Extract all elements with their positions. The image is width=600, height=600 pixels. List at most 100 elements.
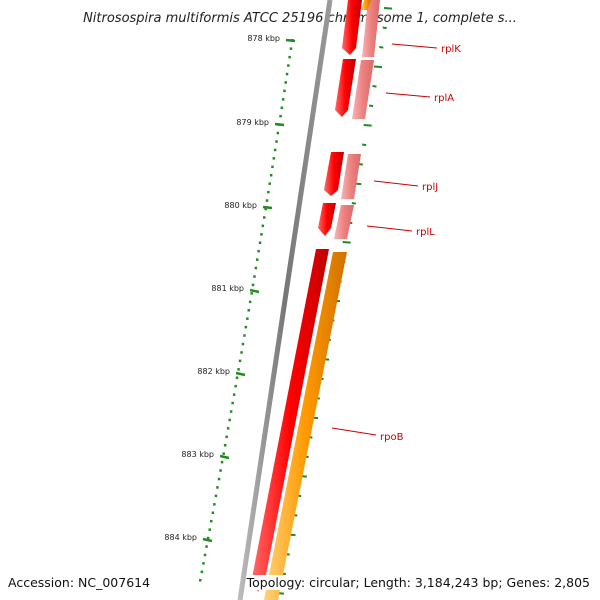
- ruler-minor-tick: [220, 460, 224, 464]
- ruler-label: 881 kbp: [211, 284, 244, 293]
- outer-tick: [373, 65, 382, 69]
- gene-label-rpoB: rpoB: [380, 432, 404, 443]
- ruler: 878 kbp 879 kbp 880 kbp 881 kbp 882 kbp …: [164, 34, 296, 543]
- ruler-minor-tick: [210, 519, 213, 523]
- ruler-minor-tick: [199, 579, 202, 582]
- ruler-minor-tick: [237, 368, 240, 371]
- outer-tick: [379, 46, 384, 49]
- gene-block: [341, 154, 361, 199]
- outer-tick: [351, 202, 356, 205]
- ruler-minor-tick: [258, 241, 262, 244]
- label-leader: [373, 180, 419, 187]
- ruler-minor-tick: [250, 292, 253, 295]
- gene-arrow: [318, 203, 336, 236]
- ruler-minor-tick: [287, 64, 290, 67]
- ruler-minor-tick: [247, 309, 250, 312]
- outer-tick: [362, 143, 367, 147]
- topology-summary: Topology: circular; Length: 3,184,243 bp…: [246, 575, 590, 590]
- outer-tick: [372, 85, 377, 88]
- ruler-minor-tick: [206, 536, 210, 540]
- ruler-minor-tick: [222, 452, 225, 455]
- gene-block: [334, 205, 354, 239]
- ruler-minor-tick: [200, 570, 204, 574]
- ruler-major-tick: [219, 454, 230, 460]
- accession-text: Accession: NC_007614: [8, 575, 151, 590]
- ruler-minor-tick: [271, 165, 274, 169]
- outer-tick: [383, 7, 393, 10]
- gene-rpoB[interactable]: [252, 249, 347, 600]
- gene-label-rplK: rplK: [441, 44, 461, 55]
- ruler-minor-tick: [229, 410, 233, 413]
- ruler-label: 882 kbp: [197, 367, 230, 376]
- ruler-minor-tick: [265, 199, 269, 202]
- gene-block: [264, 252, 347, 600]
- ruler-major-tick: [285, 38, 296, 43]
- ruler-minor-tick: [267, 190, 270, 194]
- ruler-minor-tick: [208, 528, 211, 531]
- ruler-minor-tick: [275, 140, 278, 143]
- gene-block: [362, 0, 380, 57]
- gene-block: [361, 0, 371, 10]
- ruler-minor-tick: [273, 148, 277, 152]
- ruler-minor-tick: [217, 477, 221, 481]
- label-leader: [391, 43, 438, 49]
- outer-tick: [358, 163, 363, 166]
- ruler-minor-tick: [289, 47, 293, 50]
- ruler-label: 880 kbp: [224, 201, 257, 210]
- gene-arrow: [324, 152, 344, 196]
- ruler-minor-tick: [253, 275, 256, 278]
- genome-backbone: [237, 0, 333, 600]
- ruler-minor-tick: [203, 553, 207, 557]
- ruler-minor-tick: [280, 106, 284, 109]
- outer-tick: [368, 104, 374, 108]
- map-title: Nitrosospira multiformis ATCC 25196 chro…: [83, 11, 517, 26]
- ruler-minor-tick: [257, 249, 260, 253]
- ruler-label: 884 kbp: [164, 533, 197, 542]
- label-leader: [331, 427, 377, 436]
- ruler-minor-tick: [279, 114, 282, 118]
- gene-rplA[interactable]: [335, 59, 374, 119]
- ruler-minor-tick: [288, 55, 291, 59]
- gene-label-rplA: rplA: [434, 93, 454, 104]
- outer-tick: [342, 241, 351, 244]
- ruler-minor-tick: [216, 486, 219, 489]
- ruler-minor-tick: [283, 89, 286, 93]
- ruler-minor-tick: [211, 511, 215, 514]
- ruler-minor-tick: [263, 216, 266, 219]
- ruler-minor-tick: [269, 174, 273, 177]
- ruler-minor-tick: [240, 351, 243, 354]
- gene-labels: rplK rplA rplJ rplL rpoB: [331, 43, 461, 443]
- ruler-label: 878 kbp: [247, 34, 280, 43]
- ruler-dots: [199, 39, 294, 582]
- ruler-minor-tick: [231, 401, 234, 405]
- ruler-major-tick: [262, 205, 273, 210]
- ruler-minor-tick: [213, 503, 216, 506]
- ruler-minor-tick: [243, 334, 246, 337]
- gene-rplJ[interactable]: [324, 152, 361, 199]
- ruler-major-tick: [235, 371, 246, 377]
- gene-rplK[interactable]: [342, 0, 380, 57]
- ruler-major-tick: [249, 288, 260, 294]
- outer-tick: [382, 26, 387, 30]
- ruler-minor-tick: [260, 233, 263, 236]
- gene-block: [352, 60, 374, 119]
- ruler-major-tick: [274, 122, 285, 127]
- gene-arrow: [252, 249, 329, 592]
- ruler-minor-tick: [281, 98, 285, 101]
- label-leader: [366, 225, 413, 232]
- ruler-minor-tick: [244, 325, 248, 329]
- ruler-minor-tick: [234, 384, 237, 388]
- gene-arrow: [335, 59, 356, 117]
- label-leader: [385, 92, 431, 98]
- gene-arrow: [342, 0, 362, 55]
- ruler-major-tick: [202, 537, 213, 543]
- ruler-minor-tick: [223, 444, 227, 447]
- ruler-minor-tick: [214, 494, 218, 498]
- ruler-minor-tick: [235, 376, 239, 379]
- ruler-label: 879 kbp: [236, 118, 269, 127]
- ruler-minor-tick: [276, 131, 280, 135]
- ruler-minor-tick: [268, 182, 271, 185]
- gene-label-rplJ: rplJ: [422, 182, 438, 193]
- gene-rplL[interactable]: [318, 203, 354, 239]
